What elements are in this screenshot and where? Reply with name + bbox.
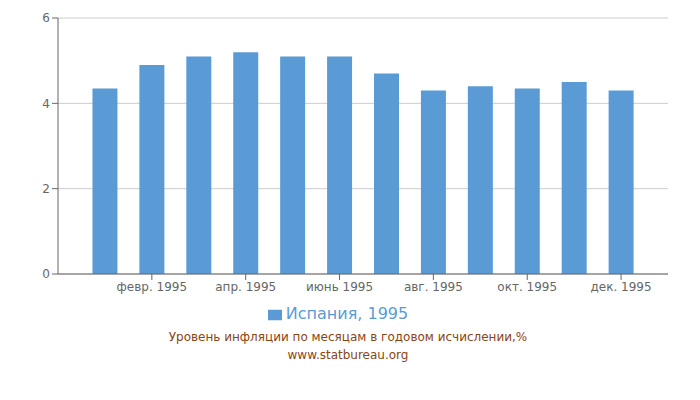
- html-text:Уровень инфляции по месяцам в: Уровень инфляции по месяцам в годовом ис…: [168, 330, 528, 344]
- svg-text:дек. 1995: дек. 1995: [591, 280, 652, 294]
- svg-text:6: 6: [42, 11, 50, 25]
- svg-text:авг. 1995: авг. 1995: [404, 280, 463, 294]
- svg-text:апр. 1995: апр. 1995: [215, 280, 276, 294]
- svg-text:4: 4: [42, 97, 50, 111]
- svg-text:июнь 1995: июнь 1995: [306, 280, 373, 294]
- svg-text:0: 0: [42, 267, 50, 281]
- svg-text:окт. 1995: окт. 1995: [497, 280, 557, 294]
- html-text:Испания, 1995: Испания, 1995: [285, 304, 409, 323]
- html-text:www.statbureau.org: www.statbureau.org: [287, 348, 409, 362]
- svg-text:февр. 1995: февр. 1995: [117, 280, 188, 294]
- svg-text:2: 2: [42, 182, 50, 196]
